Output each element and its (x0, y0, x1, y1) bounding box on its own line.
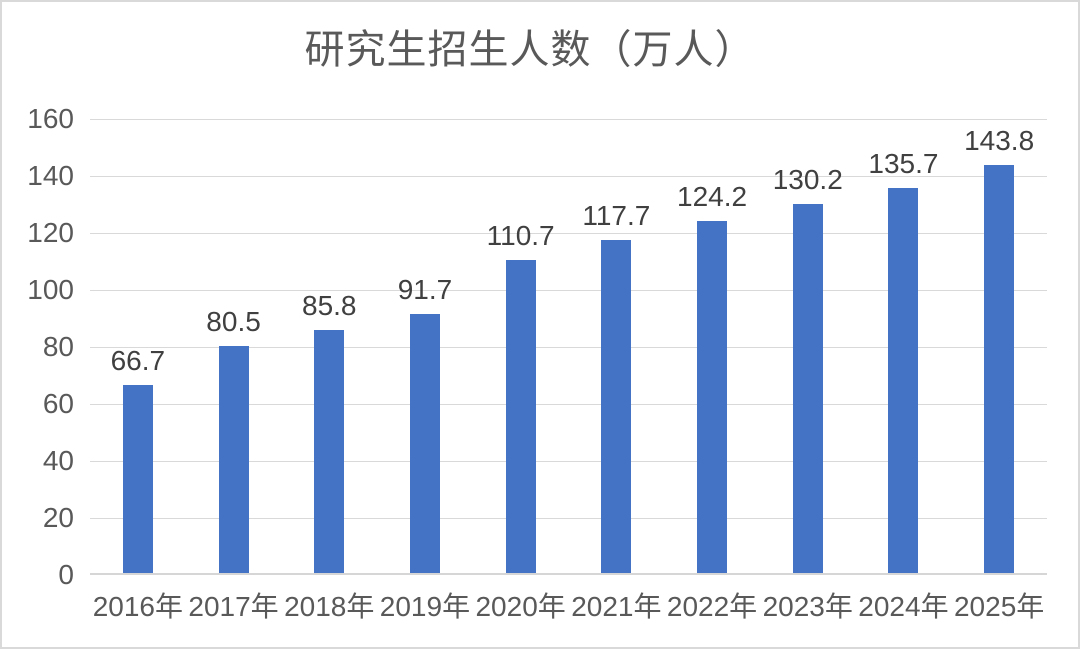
bar-value-label-2023年: 130.2 (772, 163, 843, 195)
x-tick-label-2017年: 2017年 (188, 591, 279, 622)
y-tick-label-20: 20 (42, 502, 74, 533)
x-tick-label-2025年: 2025年 (953, 591, 1045, 622)
y-tick-label-40: 40 (42, 445, 74, 476)
x-tick-label-2021年: 2021年 (571, 591, 662, 622)
bar-2022年 (697, 221, 728, 575)
y-tick-label-60: 60 (42, 388, 74, 419)
y-tick-label-140: 140 (27, 160, 74, 191)
x-tick-label-2019年: 2019年 (379, 591, 471, 622)
gridline-140 (90, 176, 1047, 177)
x-tick-label-2020年: 2020年 (475, 591, 566, 622)
x-axis-line (90, 573, 1047, 575)
bar-2025年 (984, 165, 1015, 575)
gridline-120 (90, 233, 1047, 234)
bar-2018年 (314, 330, 345, 575)
gridline-20 (90, 518, 1047, 519)
bar-value-label-2025年: 143.8 (964, 125, 1035, 157)
bar-2020年 (505, 259, 536, 575)
x-tick-label-2016年: 2016年 (92, 591, 183, 622)
y-tick-label-80: 80 (42, 331, 74, 362)
x-tick-label-2018年: 2018年 (284, 591, 375, 622)
bar-value-label-2017年: 80.5 (206, 305, 261, 337)
x-tick-label-2023年: 2023年 (762, 591, 853, 622)
gridline-60 (90, 404, 1047, 405)
y-tick-label-120: 120 (27, 217, 74, 248)
bar-2024年 (888, 188, 919, 575)
bar-2017年 (218, 345, 249, 575)
bar-value-label-2018年: 85.8 (302, 290, 357, 322)
gridline-40 (90, 461, 1047, 462)
bar-2019年 (409, 313, 440, 575)
x-tick-label-2024年: 2024年 (858, 591, 949, 622)
chart-title: 研究生招生人数（万人） (304, 28, 756, 72)
y-tick-label-100: 100 (27, 274, 74, 305)
gridline-160 (90, 119, 1047, 120)
bar-value-label-2019年: 91.7 (397, 273, 453, 305)
y-tick-label-160: 160 (27, 103, 74, 134)
bar-2016年 (122, 384, 153, 575)
x-tick-label-2022年: 2022年 (666, 591, 758, 622)
bar-value-label-2021年: 117.7 (582, 199, 651, 231)
bar-value-label-2024年: 135.7 (868, 148, 939, 180)
bar-2021年 (601, 239, 632, 575)
bar-2023年 (792, 203, 823, 575)
bar-value-label-2016年: 66.7 (110, 344, 166, 376)
bar-value-label-2022年: 124.2 (677, 181, 748, 213)
bar-value-label-2020年: 110.7 (486, 219, 555, 251)
y-tick-label-0: 0 (58, 559, 74, 590)
plot-area: 66.7 80.5 85.8 91.7 110.7 117.7 124.2 130.2 135.… (90, 119, 1047, 575)
gridline-100 (90, 290, 1047, 291)
gridline-80 (90, 347, 1047, 348)
